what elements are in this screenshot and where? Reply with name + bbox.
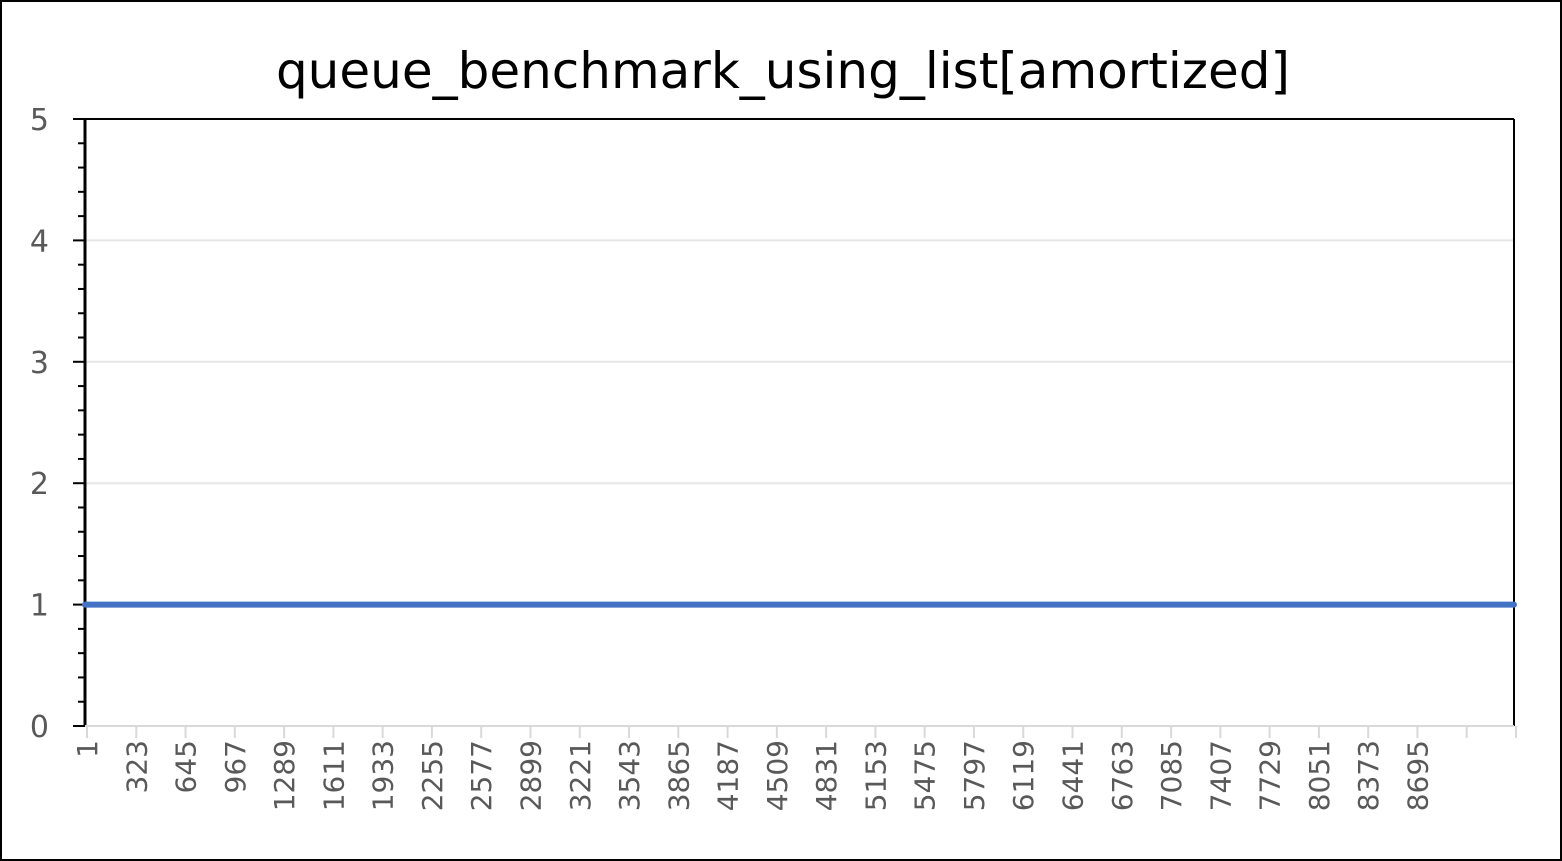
x-tick-label: 5475	[909, 740, 942, 811]
x-tick-label: 1289	[268, 740, 301, 811]
x-tick-label: 4831	[810, 740, 843, 811]
chart-title: queue_benchmark_using_list[amortized]	[275, 42, 1291, 100]
x-tick-label: 967	[219, 740, 252, 793]
x-tick-label: 8051	[1303, 740, 1336, 811]
x-tick-label: 6119	[1007, 740, 1040, 811]
x-tick-label: 1933	[367, 740, 400, 811]
x-tick-label: 3543	[613, 740, 646, 811]
x-tick-label: 2577	[465, 740, 498, 811]
x-tick-label: 1611	[317, 740, 350, 811]
x-tick-label: 8695	[1401, 740, 1434, 811]
x-tick-label: 1	[71, 740, 104, 758]
x-tick-label: 7407	[1204, 740, 1237, 811]
y-tick-label: 2	[30, 467, 49, 502]
x-tick-label: 323	[120, 740, 153, 793]
y-tick-label: 0	[30, 710, 49, 745]
y-tick-label: 5	[30, 103, 49, 138]
x-tick-label: 4509	[761, 740, 794, 811]
x-tick-label: 4187	[712, 740, 745, 811]
x-tick-label: 8373	[1352, 740, 1385, 811]
x-tick-label: 6441	[1057, 740, 1090, 811]
x-tick-label: 5153	[859, 740, 892, 811]
x-tick-label: 5797	[958, 740, 991, 811]
x-tick-label: 3221	[564, 740, 597, 811]
x-tick-label: 7729	[1254, 740, 1287, 811]
x-tick-label: 2255	[416, 740, 449, 811]
x-tick-label: 6763	[1106, 740, 1139, 811]
y-tick-label: 1	[30, 589, 49, 624]
x-tick-label: 7085	[1155, 740, 1188, 811]
x-tick-label: 645	[170, 740, 203, 793]
x-tick-label: 2899	[514, 740, 547, 811]
y-tick-label: 4	[30, 224, 49, 259]
y-tick-label: 3	[30, 346, 49, 381]
x-tick-label: 3865	[662, 740, 695, 811]
